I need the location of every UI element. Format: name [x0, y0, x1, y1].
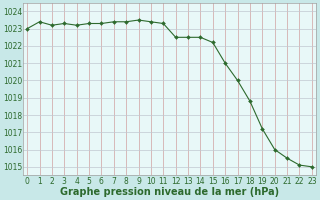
X-axis label: Graphe pression niveau de la mer (hPa): Graphe pression niveau de la mer (hPa) — [60, 187, 279, 197]
